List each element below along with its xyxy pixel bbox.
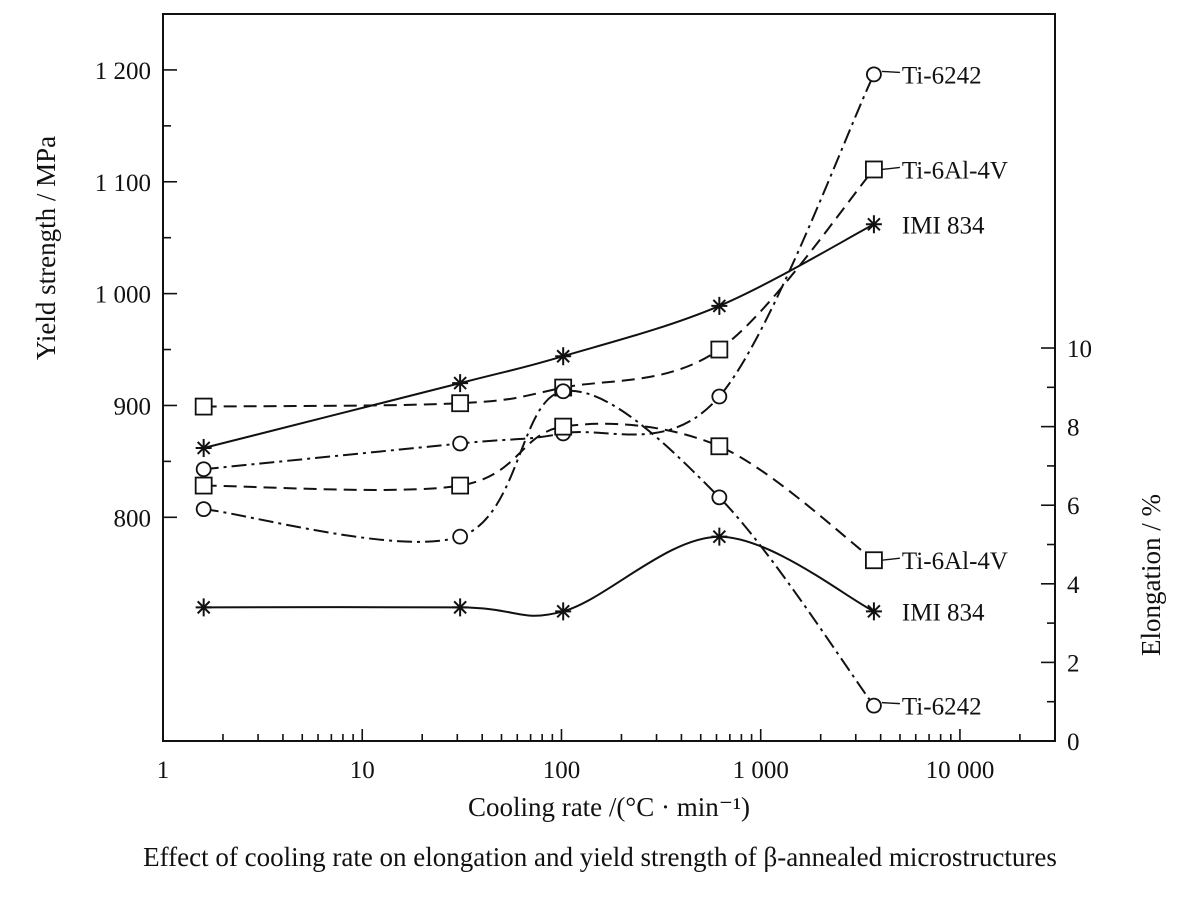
point-ti-6242-yield bbox=[866, 66, 882, 83]
point-ti-6al-4v-elongation bbox=[554, 417, 573, 436]
y-tick-label: 1 100 bbox=[95, 170, 151, 197]
point-ti-6242-elongation bbox=[555, 383, 572, 400]
series-label-ti-6al-4v-yield: Ti-6Al-4V bbox=[902, 157, 1008, 184]
point-imi-834-yield bbox=[865, 215, 882, 234]
x-axis-label: Cooling rate /(°C · min⁻¹) bbox=[468, 792, 750, 822]
y2-tick-label: 6 bbox=[1067, 493, 1080, 520]
y2-axis-label: Elongation / % bbox=[1136, 494, 1166, 656]
x-tick-label: 10 bbox=[350, 757, 375, 784]
point-imi-834-elongation bbox=[195, 598, 212, 617]
point-ti-6242-yield bbox=[711, 388, 728, 405]
series-leader-ti-6al-4v-elongation bbox=[881, 557, 900, 561]
point-imi-834-elongation bbox=[452, 598, 469, 617]
point-ti-6242-elongation bbox=[195, 501, 212, 518]
y-tick-label: 1 000 bbox=[95, 282, 151, 309]
series-imi-834-yield bbox=[195, 215, 882, 457]
series-ti-6al-4v-elongation bbox=[194, 417, 883, 570]
point-imi-834-yield bbox=[711, 296, 728, 315]
series-imi-834-elongation bbox=[195, 527, 882, 621]
point-imi-834-elongation bbox=[555, 602, 572, 621]
point-ti-6al-4v-elongation bbox=[710, 437, 729, 456]
plot-frame bbox=[162, 13, 1056, 742]
series-leader-ti-6242-yield bbox=[881, 70, 900, 74]
line-ti-6al-4v-yield bbox=[203, 168, 875, 408]
x-tick-label: 10 000 bbox=[926, 757, 995, 784]
point-imi-834-yield bbox=[195, 438, 212, 457]
y-tick-label: 1 200 bbox=[95, 58, 151, 85]
y-tick-label: 900 bbox=[114, 393, 152, 420]
y2-tick-label: 4 bbox=[1067, 572, 1080, 599]
point-ti-6al-4v-elongation bbox=[451, 476, 470, 495]
y-axis-ticks: 800 900 1 000 1 100 1 200 bbox=[95, 58, 177, 532]
point-ti-6al-4v-elongation bbox=[194, 476, 213, 495]
x-tick-label: 100 bbox=[543, 757, 581, 784]
line-ti-6al-4v-elongation bbox=[203, 422, 875, 562]
series-label-ti-6al-4v-elongation: Ti-6Al-4V bbox=[902, 548, 1008, 575]
point-ti-6242-yield bbox=[195, 461, 212, 478]
y-tick-label: 800 bbox=[114, 505, 152, 532]
line-ti-6242-yield bbox=[203, 73, 875, 471]
series-label-imi-834-elongation: IMI 834 bbox=[902, 599, 985, 626]
line-imi-834-yield bbox=[203, 223, 875, 449]
line-ti-6242-elongation bbox=[203, 389, 875, 707]
x-tick-label: 1 000 bbox=[733, 757, 789, 784]
point-ti-6al-4v-yield bbox=[194, 397, 213, 416]
series-label-ti-6242-yield: Ti-6242 bbox=[902, 62, 982, 89]
series-label-imi-834-yield: IMI 834 bbox=[902, 212, 985, 239]
series-leader-ti-6242-elongation bbox=[881, 701, 900, 705]
y2-tick-label: 2 bbox=[1067, 650, 1080, 677]
point-ti-6242-yield bbox=[452, 435, 469, 452]
point-ti-6al-4v-elongation bbox=[865, 551, 883, 570]
point-imi-834-yield bbox=[555, 347, 572, 366]
series-ti-6242-yield bbox=[195, 66, 882, 478]
figure-caption: Effect of cooling rate on elongation and… bbox=[143, 842, 1057, 872]
series-ti-6al-4v-yield bbox=[194, 160, 883, 416]
y2-tick-label: 8 bbox=[1067, 415, 1080, 442]
y-axis-label: Yield strength / MPa bbox=[31, 136, 61, 360]
series-ti-6242-elongation bbox=[195, 383, 882, 714]
y2-tick-label: 10 bbox=[1067, 336, 1092, 363]
point-ti-6al-4v-yield bbox=[865, 160, 883, 179]
point-ti-6242-elongation bbox=[711, 489, 728, 506]
point-ti-6242-elongation bbox=[866, 697, 882, 714]
series-label-ti-6242-elongation: Ti-6242 bbox=[902, 694, 982, 721]
point-imi-834-elongation bbox=[865, 602, 882, 621]
point-ti-6al-4v-yield bbox=[710, 340, 729, 359]
point-imi-834-elongation bbox=[711, 527, 728, 546]
line-imi-834-elongation bbox=[203, 535, 875, 617]
series-labels: Ti-6242 Ti-6Al-4V IMI 834 Ti-6Al-4V Ti-6242 I… bbox=[881, 62, 1008, 721]
x-axis-ticks: 1 10 100 1 000 10 000 bbox=[157, 729, 1056, 784]
point-ti-6al-4v-yield bbox=[451, 394, 470, 413]
point-imi-834-yield bbox=[452, 374, 469, 393]
series-leader-ti-6al-4v-yield bbox=[881, 166, 900, 171]
y2-tick-label: 0 bbox=[1067, 729, 1080, 756]
y2-axis-ticks: 0 2 4 6 8 10 bbox=[1041, 336, 1092, 756]
point-ti-6242-elongation bbox=[452, 528, 469, 545]
x-tick-label: 1 bbox=[157, 757, 170, 784]
series-layer bbox=[194, 66, 883, 714]
